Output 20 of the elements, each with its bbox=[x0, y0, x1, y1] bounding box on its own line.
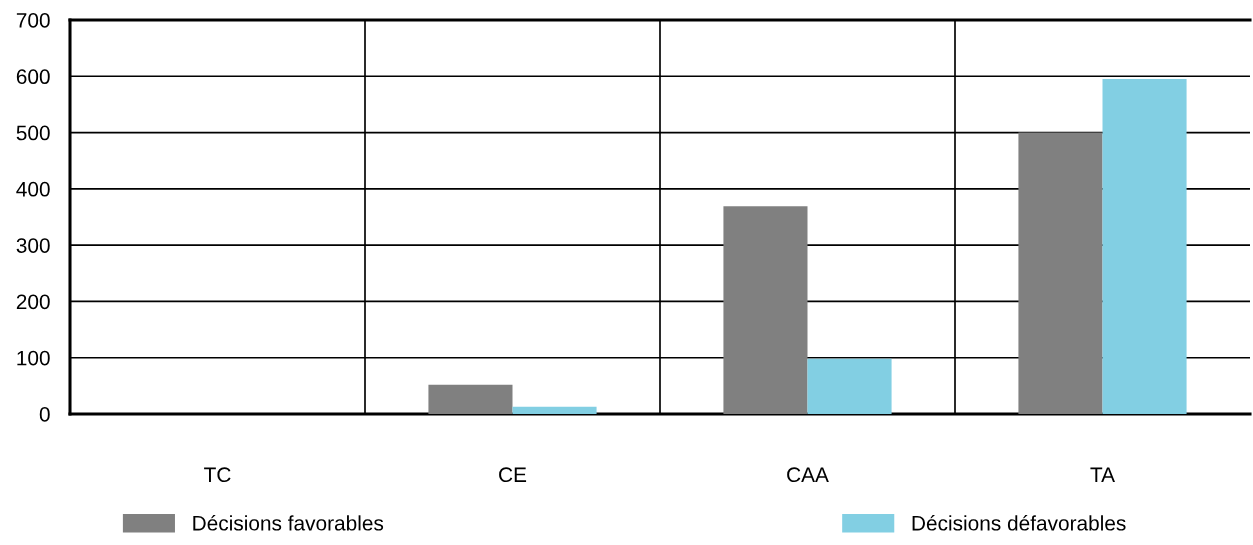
x-tick-label: CE bbox=[499, 467, 527, 483]
y-tick-label: 0 bbox=[39, 407, 50, 422]
x-tick-label: TA bbox=[1090, 467, 1115, 482]
legend-label: Décisions favorables bbox=[193, 515, 384, 531]
bar bbox=[807, 358, 892, 414]
legend-label: Décisions défavorables bbox=[912, 515, 1126, 531]
y-tick-label: 700 bbox=[16, 13, 50, 28]
y-tick-label: 400 bbox=[16, 181, 50, 197]
y-tick-label: 200 bbox=[16, 294, 50, 310]
x-tick-label: CAA bbox=[787, 467, 829, 483]
y-tick-label: 100 bbox=[17, 350, 50, 366]
y-tick-label: 300 bbox=[16, 238, 50, 253]
bar bbox=[512, 406, 597, 414]
y-tick-label: 600 bbox=[16, 69, 50, 85]
x-tick-label: TC bbox=[204, 467, 231, 483]
bar bbox=[1018, 132, 1103, 414]
y-tick-label: 500 bbox=[16, 125, 50, 141]
bar bbox=[723, 206, 808, 414]
bar bbox=[428, 384, 513, 414]
bar bbox=[1102, 79, 1187, 414]
